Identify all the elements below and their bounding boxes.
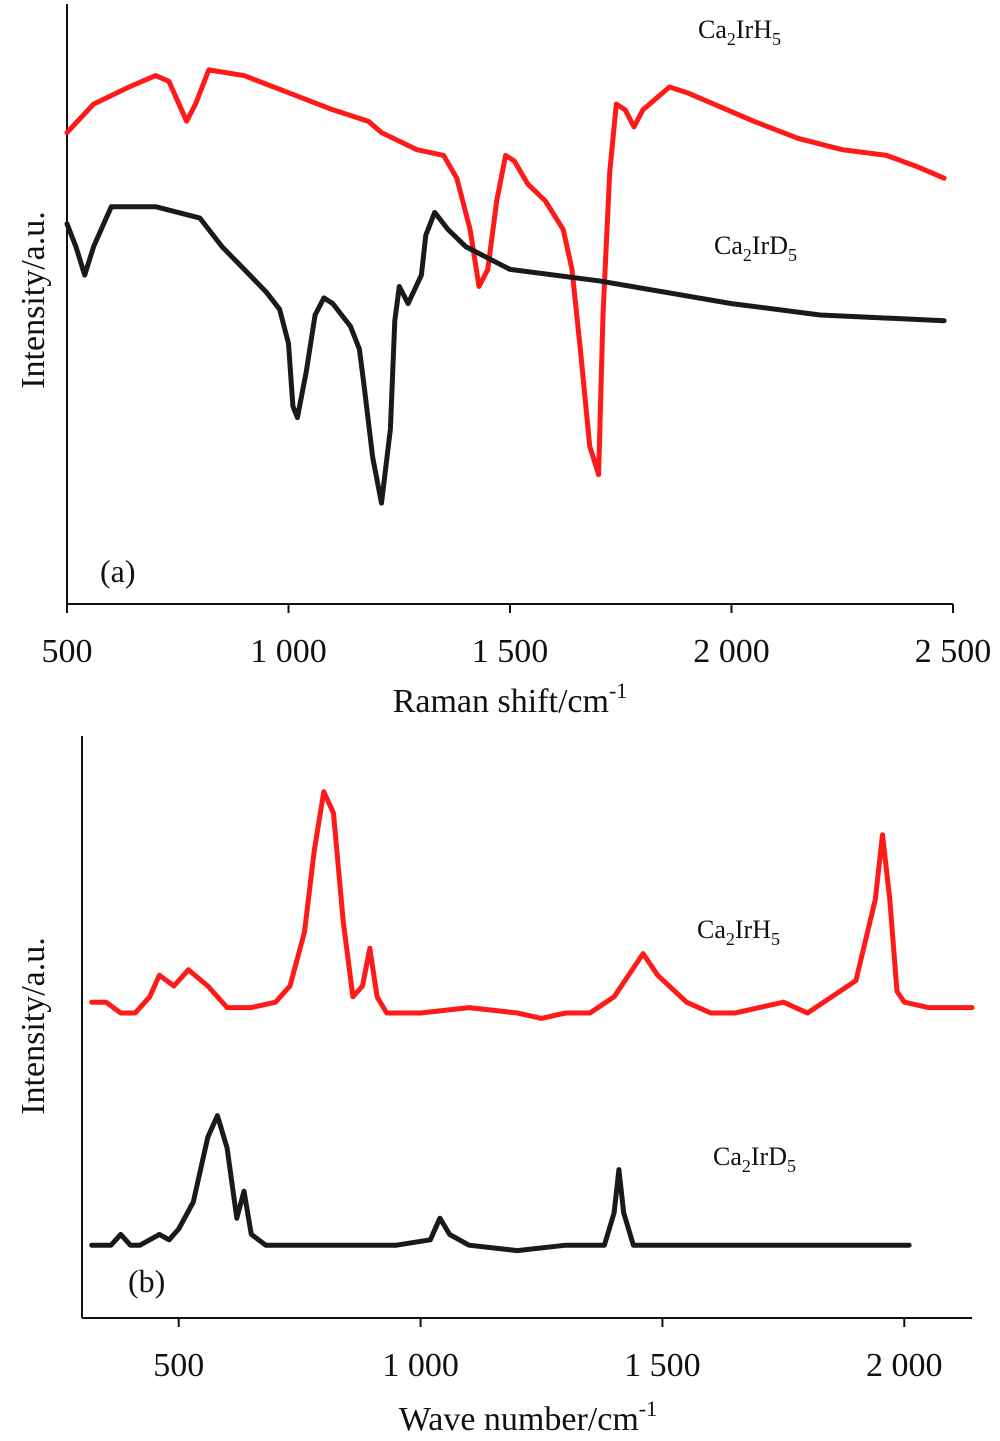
panel-b-series-line-h5 <box>89 789 975 1021</box>
panel-a-x-tick-label-1000: 1 000 <box>250 633 327 670</box>
panel-a-d5-label-base: Ca <box>714 231 743 260</box>
panel-a-label: (a) <box>100 553 136 589</box>
panel-a-y-axis-title: Intensity/a.u. <box>15 211 52 389</box>
panel-b-x-tick-label-500: 500 <box>153 1347 204 1384</box>
panel-b-label: (b) <box>128 1263 165 1299</box>
panel-a-series-line-d5 <box>64 204 947 506</box>
panel-a-x-ticks <box>66 604 954 613</box>
panel-a-series <box>64 67 947 506</box>
panel-b-series-label-h5: Ca2IrH5 <box>697 915 780 949</box>
panel-b-d5-label-sub2: 5 <box>787 1156 796 1176</box>
panel-b-x-tick-labels: 500 1 000 1 500 2 000 <box>153 1347 942 1384</box>
panel-b-x-tick-label-1500: 1 500 <box>624 1347 701 1384</box>
panel-b-series <box>89 789 975 1254</box>
panel-a-x-tick-label-500: 500 <box>42 633 93 670</box>
panel-a-h5-label-sub1: 2 <box>727 29 736 49</box>
panel-b-h5-label-base: Ca <box>697 915 726 944</box>
panel-b-y-axis-title: Intensity/a.u. <box>15 937 52 1115</box>
panel-b-x-tick-label-1000: 1 000 <box>382 1347 459 1384</box>
panel-b: 500 1 000 1 500 2 000 Wave number/cm-1 Inte… <box>15 736 975 1438</box>
panel-a-d5-label-sub2: 5 <box>788 245 797 265</box>
panel-b-series-label-d5: Ca2IrD5 <box>713 1142 796 1176</box>
panel-a-x-tick-label-1500: 1 500 <box>472 633 549 670</box>
panel-a-x-axis-title-superscript: -1 <box>609 678 627 703</box>
panel-a-d5-label-sub1: 2 <box>743 245 752 265</box>
panel-a-h5-label-base: Ca <box>698 15 727 44</box>
panel-b-x-axis-title-text: Wave number/cm <box>399 1401 639 1438</box>
panel-a-h5-label-mid: IrH <box>736 15 772 44</box>
panel-a-series-label-d5: Ca2IrD5 <box>714 231 797 265</box>
panel-a-series-line-h5 <box>64 67 947 478</box>
panel-a-x-tick-labels: 500 1 000 1 500 2 000 2 500 <box>42 633 992 670</box>
panel-b-h5-label-sub2: 5 <box>771 929 780 949</box>
panel-b-x-ticks <box>177 1318 906 1327</box>
panel-b-x-axis-title: Wave number/cm-1 <box>399 1396 657 1438</box>
panel-a-series-label-h5: Ca2IrH5 <box>698 15 781 49</box>
panel-a-h5-label-sub2: 5 <box>772 29 781 49</box>
panel-b-x-axis-title-superscript: -1 <box>639 1396 657 1421</box>
panel-a-x-axis-title-text: Raman shift/cm <box>393 683 609 720</box>
panel-a-x-tick-label-2000: 2 000 <box>693 633 770 670</box>
panel-a-d5-label-mid: IrD <box>752 231 788 260</box>
panel-a-x-axis-title: Raman shift/cm-1 <box>393 678 628 720</box>
panel-b-series-line-d5 <box>89 1113 912 1254</box>
panel-b-h5-label-mid: IrH <box>735 915 771 944</box>
panel-a-x-tick-label-2500: 2 500 <box>915 633 992 670</box>
panel-b-h5-label-sub1: 2 <box>726 929 735 949</box>
panel-b-d5-label-mid: IrD <box>751 1142 787 1171</box>
panel-b-d5-label-base: Ca <box>713 1142 742 1171</box>
panel-b-x-tick-label-2000: 2 000 <box>866 1347 943 1384</box>
panel-a: 500 1 000 1 500 2 000 2 500 Raman shift/cm-1… <box>15 4 991 720</box>
panel-b-d5-label-sub1: 2 <box>742 1156 751 1176</box>
